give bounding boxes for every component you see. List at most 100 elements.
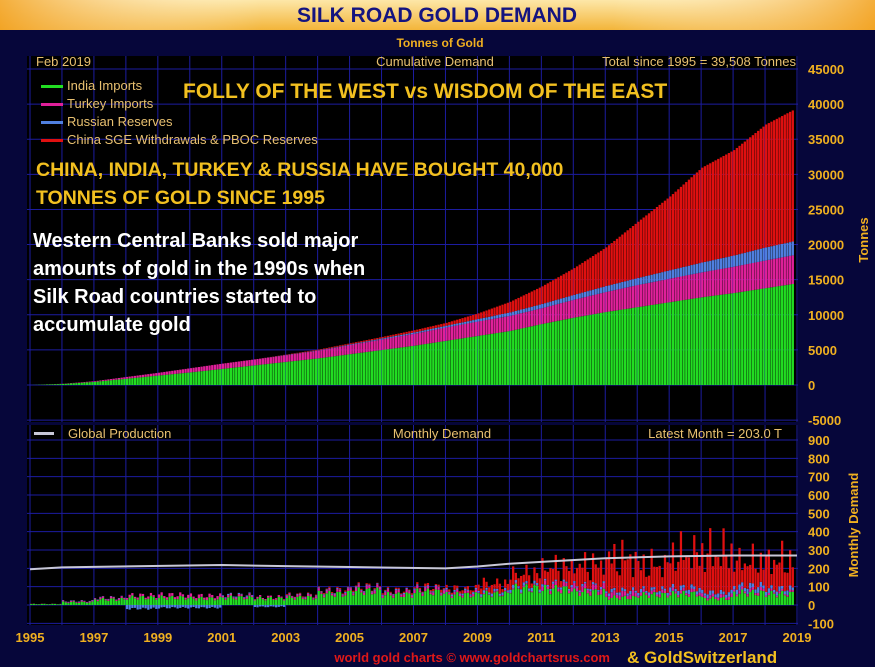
monthly-bar-india: [709, 598, 712, 605]
monthly-bar-turkey: [275, 598, 278, 600]
monthly-bar-turkey: [645, 592, 648, 595]
monthly-bar-china: [733, 571, 736, 587]
monthly-bar-china: [642, 554, 645, 587]
cumulative-bar-turkey: [224, 363, 227, 369]
monthly-bar-india: [514, 583, 517, 605]
monthly-bar-india: [152, 596, 155, 605]
monthly-bar-china: [386, 586, 390, 588]
monthly-bar-turkey: [496, 590, 499, 592]
cumulative-bar-russian: [570, 295, 573, 301]
monthly-bar-china: [743, 563, 746, 588]
cumulative-bar-turkey: [402, 335, 406, 348]
x-tick-label: 2017: [719, 630, 748, 645]
monthly-bar-india: [746, 596, 749, 605]
cumulative-bar-china: [674, 191, 677, 269]
monthly-bar-russian: [642, 586, 645, 589]
monthly-bar-india: [259, 596, 262, 605]
cumulative-bar-india: [147, 376, 150, 385]
monthly-bar-india: [277, 596, 280, 605]
monthly-bar-turkey: [634, 592, 637, 597]
cumulative-bar-turkey: [296, 353, 299, 361]
cumulative-bar-india: [157, 375, 161, 385]
monthly-bar-turkey: [125, 598, 129, 600]
cumulative-bar-turkey: [434, 329, 438, 343]
monthly-bar-turkey: [717, 597, 720, 601]
monthly-bar-india: [408, 593, 411, 605]
cumulative-bar-india: [192, 372, 195, 385]
monthly-bar-india: [639, 595, 643, 605]
cumulative-bar-turkey: [591, 295, 595, 315]
cumulative-bar-india: [647, 305, 651, 385]
cumulative-bar-china: [701, 167, 704, 263]
monthly-bar-china: [530, 583, 533, 588]
cumulative-bar-russian: [498, 314, 501, 318]
cumulative-bar-india: [749, 290, 752, 385]
monthly-bar-russian: [714, 594, 717, 598]
cumulative-bar-china: [690, 177, 693, 266]
monthly-bar-india: [557, 591, 560, 605]
cumulative-bar-russian: [493, 315, 496, 319]
cumulative-bar-india: [221, 368, 225, 385]
cumulative-bar-india: [195, 371, 198, 385]
cumulative-bar-china: [599, 250, 603, 288]
cumulative-bar-india: [722, 294, 725, 385]
cumulative-bar-india: [259, 364, 262, 385]
monthly-bar-turkey: [112, 597, 115, 599]
cumulative-bar-india: [546, 322, 549, 385]
monthly-bar-turkey: [677, 595, 680, 598]
cumulative-bar-india: [469, 337, 472, 385]
cumulative-bar-china: [703, 166, 707, 262]
monthly-bar-russian: [328, 587, 331, 589]
cumulative-bar-india: [591, 314, 595, 385]
monthly-bar-turkey: [498, 595, 501, 597]
cumulative-bar-turkey: [115, 378, 118, 380]
y-tick-label: 300: [808, 543, 830, 558]
cumulative-bar-russian: [645, 275, 648, 284]
monthly-bar-india: [163, 598, 166, 605]
monthly-bar-china: [599, 560, 603, 587]
monthly-bar-china: [418, 587, 422, 590]
cumulative-bar-russian: [464, 321, 467, 324]
monthly-bar-russian: [259, 605, 262, 607]
cumulative-bar-russian: [578, 293, 581, 299]
total-label: Total since 1995 = 39,508 Tonnes: [602, 54, 796, 69]
monthly-bar-turkey: [85, 602, 89, 604]
monthly-bar-india: [195, 600, 198, 605]
cumulative-bar-china: [453, 320, 456, 324]
monthly-bar-turkey: [618, 595, 621, 600]
cumulative-bar-india: [69, 383, 73, 385]
monthly-bar-china: [647, 575, 651, 593]
cumulative-bar-india: [429, 343, 432, 385]
monthly-bar-india: [272, 599, 275, 605]
monthly-bar-india: [434, 589, 438, 605]
monthly-bar-india: [706, 600, 709, 605]
cumulative-bar-russian: [733, 255, 736, 267]
monthly-bar-india: [165, 599, 169, 605]
cumulative-bar-india: [426, 343, 430, 385]
monthly-bar-turkey: [115, 599, 118, 601]
cumulative-bar-turkey: [538, 308, 541, 325]
cumulative-bar-russian: [520, 309, 523, 314]
cumulative-bar-india: [253, 365, 256, 385]
cumulative-bar-russian: [381, 338, 384, 340]
monthly-bar-india: [770, 590, 773, 605]
monthly-bar-china: [767, 549, 770, 589]
cumulative-bar-china: [405, 331, 408, 334]
cumulative-bar-india: [392, 348, 395, 385]
cumulative-bar-china: [413, 330, 416, 333]
monthly-bar-turkey: [320, 592, 323, 594]
cumulative-bar-china: [765, 124, 768, 248]
monthly-bar-india: [221, 597, 225, 605]
cumulative-bar-india: [709, 296, 712, 385]
cumulative-bar-turkey: [783, 256, 786, 286]
monthly-bar-china: [759, 552, 762, 582]
cumulative-bar-russian: [413, 332, 416, 334]
cumulative-bar-india: [320, 357, 323, 385]
cumulative-bar-turkey: [336, 347, 339, 356]
monthly-bar-turkey: [573, 582, 576, 589]
cumulative-bar-turkey: [333, 347, 336, 357]
monthly-bar-india: [128, 597, 131, 605]
monthly-bar-turkey: [746, 594, 749, 597]
cumulative-bar-india: [653, 304, 656, 385]
